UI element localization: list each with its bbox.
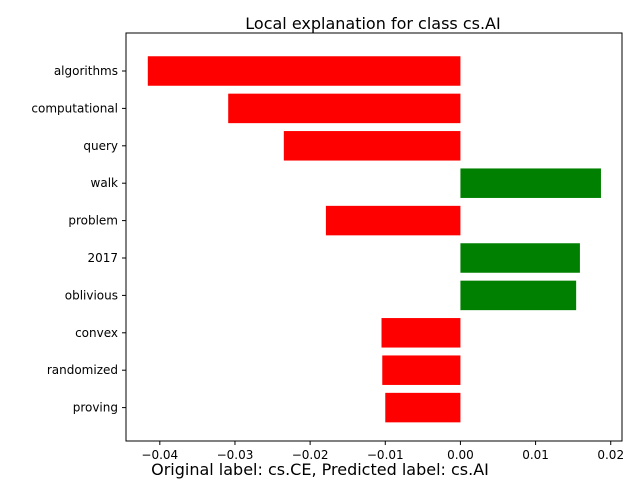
bar-problem — [325, 205, 461, 236]
bar-2017 — [460, 243, 580, 273]
plot-frame — [125, 32, 623, 442]
y-tick-label: problem — [68, 214, 118, 228]
bar-convex — [381, 318, 461, 348]
bar-computational — [228, 93, 461, 124]
x-ticks-group: −0.04 −0.03 −0.02 −0.01 0.00 0.01 0.02 — [141, 441, 624, 462]
y-tick-label: computational — [31, 101, 118, 115]
bar-randomized — [382, 355, 461, 385]
x-tick-label: −0.01 — [367, 448, 404, 462]
y-tick-label: randomized — [47, 363, 118, 377]
y-tick-label: proving — [73, 401, 118, 415]
y-tick-label: walk — [91, 176, 119, 190]
y-tick-label: convex — [75, 326, 118, 340]
x-tick-label: 0.02 — [597, 448, 624, 462]
bar-query — [283, 131, 461, 161]
x-tick-label: 0.00 — [447, 448, 474, 462]
y-tick-label: query — [83, 139, 118, 153]
y-tick-label: 2017 — [87, 251, 118, 265]
x-tick-label: −0.02 — [292, 448, 329, 462]
chart-caption: Original label: cs.CE, Predicted label: … — [151, 460, 489, 479]
y-tick-label: algorithms — [54, 64, 118, 78]
y-ticks-group: algorithms computational query walk problem 2… — [31, 64, 126, 415]
bar-algorithms — [147, 56, 461, 86]
x-tick-label: 0.01 — [522, 448, 549, 462]
y-tick-label: oblivious — [65, 288, 118, 302]
bar-proving — [385, 392, 461, 423]
x-tick-label: −0.03 — [217, 448, 254, 462]
bar-walk — [460, 168, 601, 198]
x-tick-label: −0.04 — [141, 448, 178, 462]
bar-oblivious — [460, 280, 577, 311]
chart-title: Local explanation for class cs.AI — [245, 14, 500, 33]
bars-group — [147, 56, 601, 423]
